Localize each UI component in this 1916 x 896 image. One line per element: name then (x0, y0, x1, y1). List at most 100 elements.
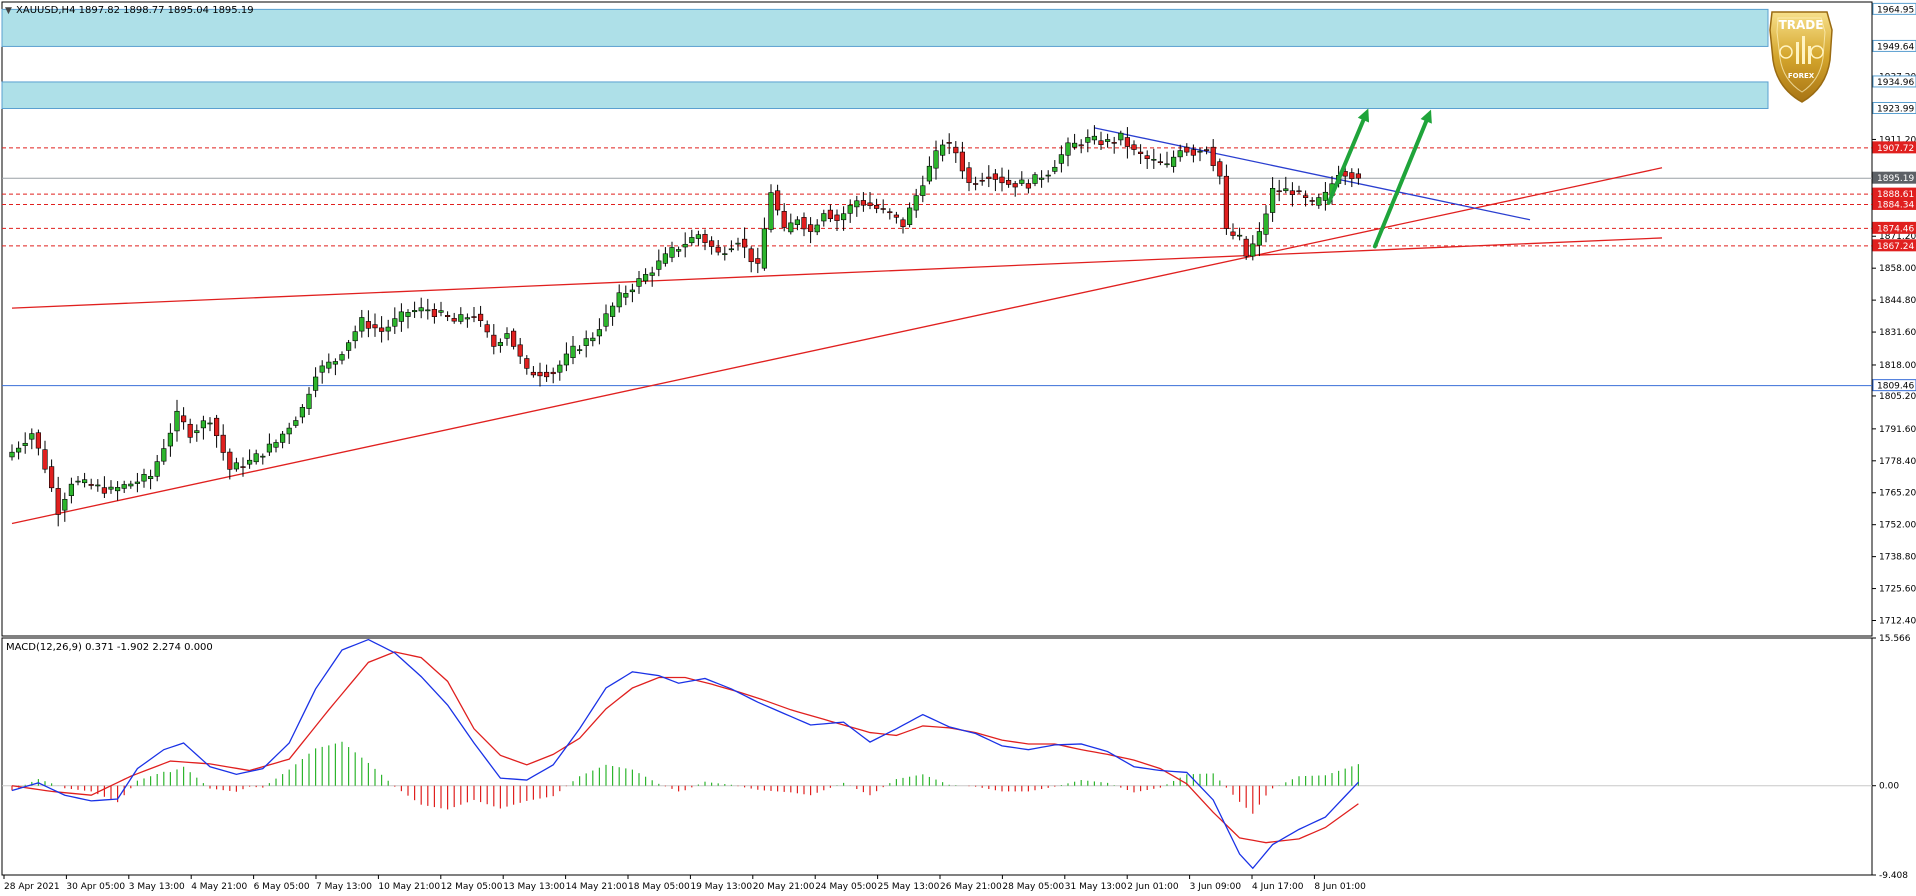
candle-body (603, 313, 609, 327)
forecast-arrows (1326, 108, 1432, 249)
candle-body (247, 459, 253, 465)
candle-body (1058, 154, 1064, 164)
candle-body (748, 248, 754, 263)
candle-body (1085, 137, 1091, 143)
time-tick-label: 14 May 21:00 (566, 882, 628, 892)
chart-symbol-arrow-icon[interactable]: ▼ (5, 6, 12, 16)
signal-line (11, 651, 1359, 844)
candle-body (339, 354, 345, 361)
candle-body (319, 365, 325, 373)
price-tick-label: 1805.20 (1879, 392, 1916, 402)
candle-body (794, 219, 800, 225)
price-tick-label: 1844.80 (1879, 296, 1916, 306)
candle-body (233, 462, 240, 470)
price-tag-1809.46: 1809.46 (1872, 379, 1916, 392)
time-tick-label: 13 May 13:00 (503, 882, 565, 892)
candle-body (22, 442, 28, 446)
candle-body (1303, 195, 1309, 198)
price-tag-label: 1809.46 (1877, 382, 1914, 392)
candle-body (312, 376, 319, 391)
candle-body (623, 293, 629, 298)
candle-body (576, 349, 583, 351)
price-tag-1934.96: 1934.96 (1872, 75, 1916, 88)
price-tick-label: 1765.20 (1879, 489, 1916, 499)
candle-body (418, 307, 424, 312)
candle-body (1316, 197, 1322, 206)
candle-body (1032, 174, 1038, 184)
candle-body (286, 427, 292, 435)
forecast-arrow-1 (1326, 108, 1370, 205)
macd-line (11, 638, 1359, 870)
price-tick-label: 1911.20 (1879, 135, 1916, 145)
candle-body (1230, 231, 1236, 236)
candle-body (893, 214, 899, 218)
candle-body (847, 204, 853, 214)
candle-body (266, 443, 273, 453)
candle-body (108, 486, 114, 490)
candle-body (735, 242, 741, 245)
candle-body (220, 434, 226, 453)
candle-body (1355, 173, 1361, 179)
price-tag-box (1872, 2, 1916, 15)
candle-body (1270, 188, 1276, 213)
time-tick-label: 31 May 13:00 (1065, 882, 1127, 892)
candle-body (616, 292, 622, 308)
candle-body (378, 327, 385, 332)
candle-body (537, 371, 543, 377)
candle-body (121, 484, 127, 489)
time-tick-label: 28 Apr 2021 (4, 882, 60, 892)
trendlines (11, 127, 1663, 525)
candle-body (484, 324, 490, 333)
candlestick-series (9, 125, 1361, 527)
candle-body (543, 371, 550, 378)
price-tick-label: 1778.40 (1879, 457, 1916, 467)
candle-body (715, 246, 721, 253)
candle-body (1197, 150, 1203, 153)
price-tag-1907.72: 1907.72 (1872, 141, 1916, 154)
candle-body (1012, 183, 1018, 188)
candle-body (1276, 190, 1282, 193)
candle-body (563, 353, 569, 366)
candle-body (1157, 161, 1163, 164)
time-tick-label: 2 Jun 01:00 (1127, 882, 1179, 892)
candle-body (1223, 175, 1229, 229)
candle-body (1045, 174, 1051, 177)
resistance-zone-1 (1, 8, 1769, 47)
candle-body (260, 455, 266, 458)
candle-body (675, 249, 682, 252)
candle-body (345, 342, 352, 351)
candle-body (75, 480, 81, 483)
macd-header: MACD(12,26,9) 0.371 -1.902 2.274 0.000 (6, 642, 213, 653)
candle-body (194, 430, 200, 434)
candle-body (306, 393, 312, 409)
time-tick-label: 18 May 05:00 (628, 882, 690, 892)
candle-body (1217, 161, 1223, 177)
candle-body (411, 310, 418, 313)
candle-body (926, 165, 932, 182)
candle-body (1052, 166, 1058, 172)
candle-body (385, 326, 391, 332)
candle-body (1296, 190, 1302, 193)
candle-body (62, 499, 68, 511)
candle-body (781, 211, 787, 228)
price-tick-label: 1725.60 (1879, 585, 1916, 595)
chart-header: XAUUSD,H4 1897.82 1898.77 1895.04 1895.1… (16, 5, 254, 16)
candle-body (801, 217, 807, 230)
candle-body (1091, 135, 1097, 141)
time-tick-label: 26 May 21:00 (940, 882, 1002, 892)
time-tick-label: 25 May 13:00 (878, 882, 940, 892)
candle-body (662, 253, 668, 264)
time-tick-label: 24 May 05:00 (815, 882, 877, 892)
price-tag-box (1872, 379, 1916, 392)
price-tag-1964.95: 1964.95 (1872, 2, 1916, 15)
candle-body (42, 449, 48, 470)
candle-body (181, 415, 187, 423)
price-tag-box (1872, 171, 1916, 184)
candle-body (761, 228, 767, 269)
price-tag-label: 1934.96 (1877, 78, 1914, 88)
candle-body (101, 487, 107, 494)
price-tick-label: 1858.00 (1879, 264, 1916, 274)
candle-body (1263, 213, 1269, 235)
candle-body (689, 237, 695, 244)
time-tick-label: 10 May 21:00 (378, 882, 440, 892)
